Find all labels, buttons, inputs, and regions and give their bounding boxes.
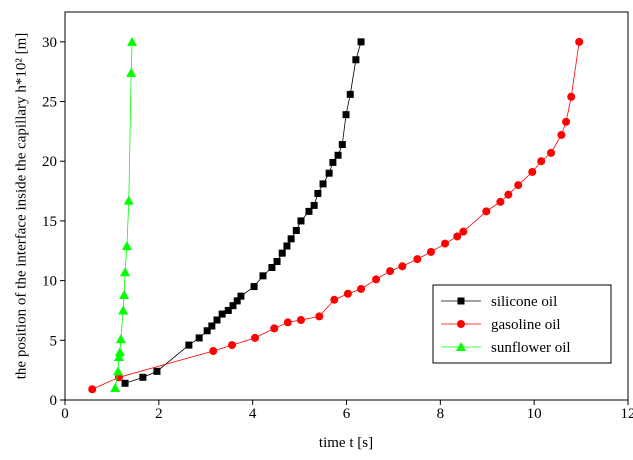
- data-point: [352, 56, 359, 63]
- legend-label: sunflower oil: [491, 340, 571, 356]
- data-point: [122, 241, 132, 250]
- data-point: [339, 141, 346, 148]
- data-point: [326, 170, 333, 177]
- data-point: [343, 111, 350, 118]
- data-point: [196, 334, 203, 341]
- data-point: [297, 217, 304, 224]
- x-tick-label: 12: [621, 406, 633, 422]
- data-point: [311, 202, 318, 209]
- x-tick-label: 8: [437, 406, 445, 422]
- data-point: [219, 311, 226, 318]
- series-line: [115, 42, 132, 388]
- data-point: [288, 235, 295, 242]
- data-point: [297, 316, 305, 324]
- legend-label: silicone oil: [491, 294, 557, 310]
- data-point: [124, 196, 134, 205]
- data-point: [413, 255, 421, 263]
- data-point: [514, 181, 522, 189]
- data-point: [357, 285, 365, 293]
- data-point: [88, 385, 96, 393]
- data-point: [330, 296, 338, 304]
- data-point: [562, 118, 570, 126]
- data-point: [120, 267, 130, 276]
- data-point: [482, 207, 490, 215]
- data-point: [113, 366, 123, 375]
- data-point: [153, 368, 160, 375]
- data-point: [305, 208, 312, 215]
- data-point: [209, 347, 217, 355]
- y-tick-label: 25: [42, 95, 57, 111]
- data-point: [228, 341, 236, 349]
- y-axis-label: the position of the interface inside the…: [13, 33, 29, 379]
- data-point: [208, 322, 215, 329]
- data-point: [567, 93, 575, 101]
- data-point: [314, 190, 321, 197]
- data-point: [427, 248, 435, 256]
- data-point: [358, 38, 365, 45]
- data-point: [139, 374, 146, 381]
- y-tick-label: 30: [42, 35, 57, 51]
- data-point: [268, 264, 275, 271]
- data-point: [496, 198, 504, 206]
- data-point: [127, 37, 137, 46]
- x-tick-label: 10: [527, 406, 542, 422]
- data-point: [344, 290, 352, 298]
- y-tick-label: 0: [50, 393, 58, 409]
- data-point: [441, 240, 449, 248]
- data-point: [528, 168, 536, 176]
- data-point: [557, 131, 565, 139]
- data-point: [347, 91, 354, 98]
- legend-label: gasoline oil: [491, 317, 561, 333]
- data-point: [259, 272, 266, 279]
- data-point: [315, 312, 323, 320]
- data-point: [504, 191, 512, 199]
- legend-marker: [457, 320, 465, 328]
- data-point: [274, 258, 281, 265]
- data-point: [270, 324, 278, 332]
- data-point: [214, 317, 221, 324]
- data-point: [251, 334, 259, 342]
- x-tick-label: 0: [61, 406, 69, 422]
- data-point: [335, 152, 342, 159]
- y-tick-label: 10: [42, 274, 57, 290]
- data-point: [119, 290, 129, 299]
- data-point: [283, 242, 290, 249]
- data-point: [284, 318, 292, 326]
- series-line: [125, 42, 361, 383]
- data-point: [372, 275, 380, 283]
- x-tick-label: 4: [249, 406, 257, 422]
- data-point: [115, 347, 125, 356]
- data-point: [386, 267, 394, 275]
- data-point: [237, 293, 244, 300]
- data-point: [329, 159, 336, 166]
- data-point: [320, 180, 327, 187]
- data-point: [116, 334, 126, 343]
- data-point: [398, 262, 406, 270]
- data-point: [279, 250, 286, 257]
- data-point: [459, 228, 467, 236]
- data-point: [126, 68, 136, 77]
- legend-marker: [458, 298, 465, 305]
- x-tick-label: 2: [155, 406, 163, 422]
- data-point: [293, 227, 300, 234]
- x-tick-label: 6: [343, 406, 351, 422]
- y-tick-label: 5: [50, 333, 58, 349]
- data-point: [251, 283, 258, 290]
- data-point: [110, 383, 120, 392]
- data-point: [537, 157, 545, 165]
- data-point: [185, 342, 192, 349]
- y-tick-label: 20: [42, 154, 57, 170]
- data-point: [118, 305, 128, 314]
- data-point: [575, 38, 583, 46]
- x-axis-label: time t [s]: [319, 435, 373, 451]
- data-point: [122, 380, 129, 387]
- data-point: [547, 149, 555, 157]
- y-tick-label: 15: [42, 214, 57, 230]
